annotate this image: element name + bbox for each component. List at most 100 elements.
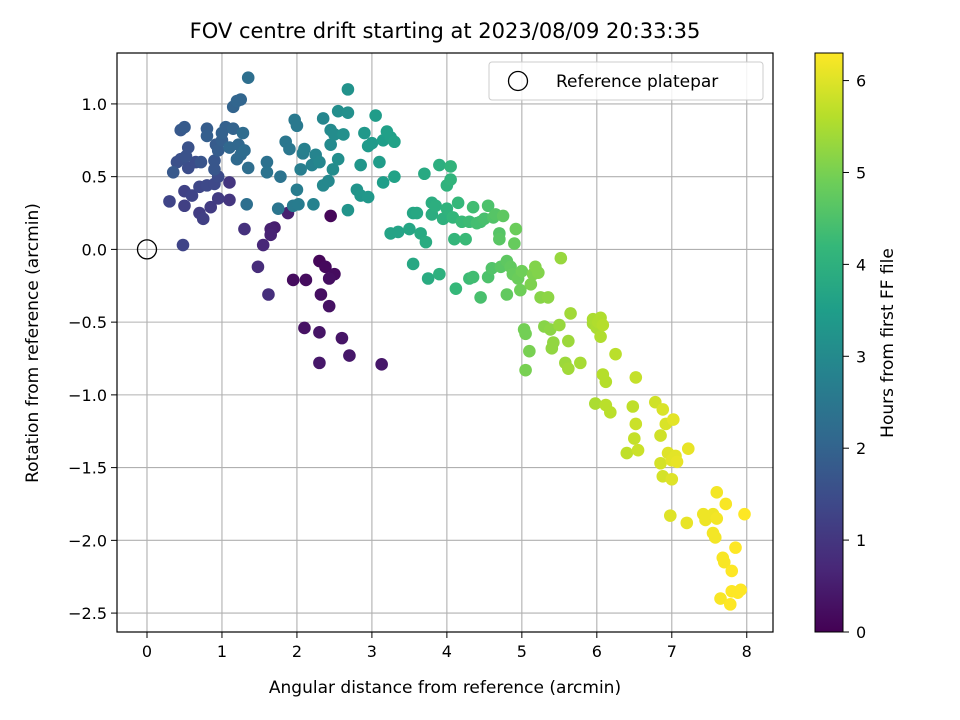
scatter-point xyxy=(341,106,355,119)
scatter-point xyxy=(208,163,221,176)
scatter-point xyxy=(680,516,694,530)
scatter-point xyxy=(176,238,190,252)
scatter-point xyxy=(324,209,337,223)
scatter-point xyxy=(429,199,442,213)
scatter-point xyxy=(271,202,285,215)
scatter-point xyxy=(620,446,634,460)
scatter-point xyxy=(343,349,356,362)
scatter-point xyxy=(719,497,733,511)
x-tick-label: 6 xyxy=(592,642,602,661)
colorbar-tick-label: 5 xyxy=(856,163,866,182)
scatter-point xyxy=(410,206,424,220)
reference-marker-layer xyxy=(136,239,158,260)
scatter-point xyxy=(283,142,296,156)
scatter-point xyxy=(388,135,401,149)
scatter-point xyxy=(710,512,724,525)
scatter-point xyxy=(466,200,480,214)
scatter-point xyxy=(519,363,532,377)
plot-frame xyxy=(116,52,774,633)
scatter-point xyxy=(196,212,210,226)
y-axis-label: Rotation from reference (arcmin) xyxy=(23,203,43,483)
scatter-point xyxy=(226,122,240,135)
scatter-point xyxy=(260,155,274,169)
scatter-point xyxy=(729,541,742,554)
scatter-point xyxy=(365,136,379,150)
scatter-point xyxy=(514,283,527,297)
scatter-point xyxy=(358,126,371,140)
scatter-point xyxy=(298,321,311,335)
scatter-point xyxy=(204,200,218,214)
scatter-point xyxy=(710,486,724,499)
scatter-point xyxy=(444,173,457,186)
scatter-point xyxy=(322,174,335,188)
scatter-point xyxy=(316,112,330,125)
scatter-point xyxy=(599,375,613,389)
scatter-point xyxy=(419,235,433,249)
scatter-point xyxy=(337,128,350,141)
scatter-point xyxy=(166,165,180,179)
scatter-point xyxy=(292,197,305,211)
data-points xyxy=(163,71,751,611)
legend-label: Reference platepar xyxy=(556,72,718,92)
scatter-point xyxy=(493,232,506,246)
scatter-point xyxy=(238,144,251,157)
scatter-point xyxy=(234,93,248,106)
scatter-point xyxy=(523,344,536,358)
scatter-point xyxy=(240,197,254,211)
scatter-point xyxy=(626,400,640,413)
x-tick-label: 3 xyxy=(367,642,377,661)
scatter-point xyxy=(403,222,416,236)
x-axis-label: Angular distance from reference (arcmin) xyxy=(269,678,621,698)
scatter-point xyxy=(290,183,304,197)
scatter-point xyxy=(604,406,617,419)
scatter-point xyxy=(264,228,277,242)
scatter-point xyxy=(481,199,495,213)
scatter-point xyxy=(532,266,545,279)
scatter-point xyxy=(734,583,748,597)
scatter-point xyxy=(331,152,345,166)
colorbar-tick-label: 4 xyxy=(856,255,866,274)
x-tick-label: 8 xyxy=(742,642,752,661)
colorbar-tick-label: 0 xyxy=(856,623,866,642)
scatter-point xyxy=(554,251,568,265)
scatter-point xyxy=(319,260,332,274)
scatter-point xyxy=(185,189,199,202)
scatter-point xyxy=(723,598,737,611)
y-tick-label: −1.0 xyxy=(68,386,107,405)
scatter-point xyxy=(163,195,176,208)
scatter-point xyxy=(238,222,251,236)
y-tick-label: −1.5 xyxy=(68,459,107,478)
scatter-point xyxy=(369,109,382,122)
scatter-point xyxy=(376,176,390,189)
colorbar-tick-label: 2 xyxy=(856,439,866,458)
legend: Reference platepar xyxy=(488,61,764,101)
chart-title: FOV centre drift starting at 2023/08/09 … xyxy=(190,19,701,43)
scatter-point xyxy=(448,232,461,246)
scatter-point xyxy=(654,429,667,442)
scatter-point xyxy=(211,144,225,157)
scatter-point xyxy=(373,155,386,169)
x-tick-label: 2 xyxy=(292,642,302,661)
y-tick-label: 0.0 xyxy=(82,240,107,259)
scatter-point xyxy=(194,155,208,169)
scatter-point xyxy=(553,318,566,332)
scatter-point xyxy=(274,170,287,183)
scatter-point xyxy=(681,442,695,455)
colorbar: 0 1 2 3 4 5 6 Hours from first FF file xyxy=(814,52,898,642)
scatter-point xyxy=(326,163,340,176)
scatter-point xyxy=(313,326,326,339)
scatter-point xyxy=(313,155,326,169)
scatter-point xyxy=(631,443,645,457)
scatter-point xyxy=(361,190,375,204)
y-tick-label: 1.0 xyxy=(82,95,107,114)
scatter-point xyxy=(433,158,446,172)
scatter-point xyxy=(260,165,274,179)
colorbar-tick-label: 3 xyxy=(856,347,866,366)
scatter-point xyxy=(629,371,643,384)
scatter-point xyxy=(388,170,401,183)
scatter-point xyxy=(474,291,487,304)
colorbar-label: Hours from first FF file xyxy=(878,248,898,438)
gridlines xyxy=(117,53,773,632)
scatter-point xyxy=(341,83,355,96)
